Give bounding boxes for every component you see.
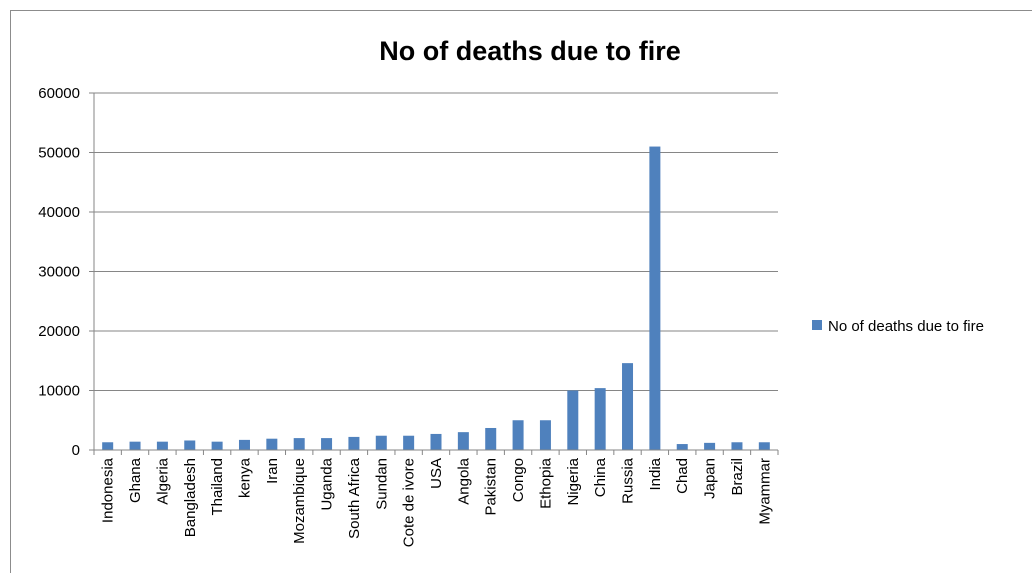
x-tick-label: Mozambique	[291, 458, 308, 544]
bar	[184, 440, 196, 450]
x-tick-label: kenya	[236, 457, 253, 498]
bars	[102, 146, 770, 451]
bar	[731, 442, 743, 450]
legend: No of deaths due to fire	[812, 318, 984, 335]
bar	[430, 433, 442, 450]
x-tick-label: Chad	[674, 458, 691, 494]
x-tick-label: Congo	[510, 458, 527, 502]
chart-frame	[10, 10, 1032, 573]
bar	[622, 363, 634, 450]
x-tick-label: Bangladesh	[182, 458, 199, 537]
bar	[375, 435, 387, 450]
x-tick-label: Japan	[702, 458, 719, 499]
bar	[539, 420, 551, 450]
bar	[403, 435, 415, 450]
bar	[238, 439, 250, 450]
x-tick-label: Algeria	[154, 457, 171, 504]
bar	[293, 438, 305, 450]
y-tick-label: 0	[72, 442, 80, 459]
bar	[704, 442, 716, 450]
x-tick-label: Uganda	[319, 457, 336, 510]
y-tick-label: 10000	[38, 383, 80, 400]
x-tick-label: Indonesia	[100, 457, 117, 523]
x-tick-label: South Africa	[346, 457, 363, 539]
bar	[485, 427, 497, 450]
bar	[102, 442, 114, 450]
y-tick-label: 50000	[38, 145, 80, 162]
x-tick-label: Sundan	[373, 458, 390, 510]
bar	[758, 442, 770, 450]
x-tick-label: Cote de ivore	[401, 458, 418, 547]
legend-swatch	[812, 320, 822, 330]
x-tick-label: Ghana	[127, 457, 144, 503]
x-tick-label: Nigeria	[565, 457, 582, 505]
y-tick-label: 60000	[38, 85, 80, 102]
bar	[129, 441, 141, 450]
x-tick-label: China	[592, 457, 609, 497]
x-tick-label: Pakistan	[483, 458, 500, 516]
x-tick-label: Ethopia	[537, 457, 554, 509]
bar	[567, 390, 579, 450]
bar	[321, 438, 333, 450]
bar	[457, 432, 469, 450]
x-tick-label: Russia	[620, 457, 637, 504]
y-tick-label: 20000	[38, 323, 80, 340]
x-tick-label: India	[647, 457, 664, 490]
bar	[266, 438, 278, 450]
y-tick-label: 30000	[38, 264, 80, 281]
bar	[649, 146, 661, 451]
legend-label: No of deaths due to fire	[828, 318, 984, 335]
gridlines	[94, 92, 778, 391]
bar	[156, 441, 168, 450]
bar	[676, 444, 688, 450]
bar	[594, 388, 606, 450]
x-tick-label: Angola	[455, 457, 472, 504]
x-tick-label: Thailand	[209, 458, 226, 516]
y-tick-label: 40000	[38, 204, 80, 221]
x-tick-label: USA	[428, 458, 445, 489]
x-tick-label: Iran	[264, 458, 281, 484]
bar	[348, 436, 360, 450]
bar	[512, 420, 524, 450]
x-axis: Indonesia Ghana Algeria Bangladesh Thailand k…	[93, 449, 779, 547]
chart-title: No of deaths due to fire	[379, 36, 681, 66]
y-axis: 0 10000 20000 30000 40000 50000 60000	[38, 85, 95, 459]
x-tick-label: Brazil	[729, 458, 746, 496]
bar	[211, 441, 223, 450]
x-tick-label: Myammar	[756, 458, 773, 525]
